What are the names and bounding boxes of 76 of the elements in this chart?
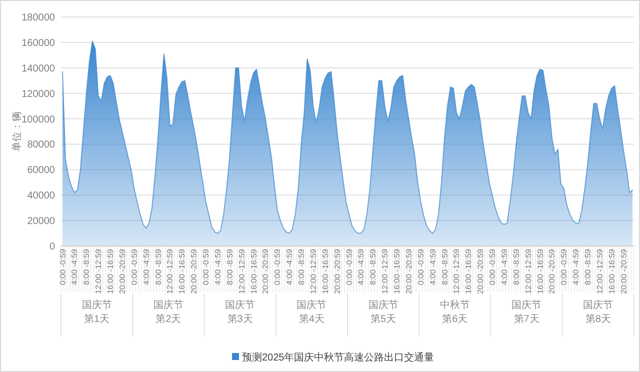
text: 国庆节 — [82, 299, 112, 311]
y-axis-title: 单位：辆 — [11, 112, 23, 152]
text: 国庆节 — [153, 299, 184, 311]
y-tick-label: 140000 — [22, 63, 56, 74]
x-tick-label: 16:00 -16:59 — [607, 248, 616, 294]
text: 第1天 — [84, 313, 110, 325]
text: 第6天 — [442, 313, 468, 325]
x-tick-label: 8:00 -8:59 — [297, 248, 306, 286]
text: 第4天 — [298, 313, 324, 325]
x-tick-label: 16:00 -16:59 — [464, 248, 474, 294]
x-tick-label: 0:00 -0:59 — [202, 248, 211, 286]
x-tick-label: 0:00 -0:59 — [560, 248, 569, 286]
x-tick-label: 4:00 -4:59 — [356, 248, 366, 286]
x-tick-label: 4:00 -4:59 — [213, 248, 222, 286]
x-tick-label: 12:00 -12:59 — [452, 248, 462, 294]
x-tick-label: 16:00 -16:59 — [320, 248, 330, 294]
y-tick-label: 80000 — [27, 140, 56, 151]
x-tick-label: 0:00 -0:59 — [273, 248, 282, 286]
x-tick-label: 20:00 -20:59 — [548, 248, 557, 294]
x-tick-label: 20:00 -20:59 — [404, 248, 414, 294]
x-tick-label: 0:00 -0:59 — [130, 248, 139, 286]
x-tick-label: 8:00 -8:59 — [368, 248, 378, 286]
x-tick-label: 8:00 -8:59 — [440, 248, 450, 286]
x-tick-label: 12:00 -12:59 — [595, 248, 604, 294]
y-tick-label: 180000 — [22, 12, 56, 24]
x-tick-label: 4:00 -4:59 — [500, 248, 509, 286]
x-tick-label: 12:00 -12:59 — [380, 248, 390, 294]
legend-label: 预测2025年国庆中秋节高速公路出口交通量 — [242, 352, 434, 364]
x-tick-label: 16:00 -16:59 — [178, 248, 187, 294]
text: 第2天 — [156, 313, 182, 325]
y-tick-label: 60000 — [27, 165, 56, 176]
x-tick-label: 20:00 -20:59 — [476, 248, 486, 294]
text: 第7天 — [514, 313, 540, 325]
x-tick-label: 12:00 -12:59 — [524, 248, 533, 294]
y-tick-label: 160000 — [22, 38, 56, 49]
x-tick-label: 4:00 -4:59 — [285, 248, 294, 286]
text: 国庆节 — [296, 299, 327, 311]
text: 第3天 — [227, 313, 253, 325]
x-tick-label: 0:00 -0:59 — [416, 248, 426, 286]
x-tick-label: 12:00 -12:59 — [308, 248, 318, 294]
x-tick-label: 8:00 -8:59 — [512, 248, 521, 286]
text: 中秋节 — [440, 299, 470, 311]
y-tick-label: 40000 — [27, 190, 56, 202]
x-tick-label: 16:00 -16:59 — [536, 248, 545, 294]
x-tick-label: 4:00 -4:59 — [572, 248, 581, 286]
text: 国庆节 — [512, 299, 542, 311]
y-tick-label: 0 — [49, 242, 56, 252]
x-tick-label: 12:00 -12:59 — [166, 248, 175, 294]
x-tick-label: 8:00 -8:59 — [154, 248, 163, 286]
x-tick-label: 20:00 -20:59 — [261, 248, 270, 294]
x-tick-label: 4:00 -4:59 — [428, 248, 438, 286]
x-tick-label: 12:00 -12:59 — [94, 248, 104, 294]
x-tick-label: 16:00 -16:59 — [392, 248, 402, 294]
x-tick-label: 0:00 -0:59 — [488, 248, 498, 286]
x-tick-label: 4:00 -4:59 — [70, 248, 80, 286]
x-tick-label: 0:00 -0:59 — [344, 248, 354, 286]
x-tick-label: 20:00 -20:59 — [619, 248, 628, 294]
text: 第5天 — [370, 313, 396, 325]
x-tick-label: 12:00 -12:59 — [237, 248, 246, 294]
y-tick-label: 100000 — [22, 114, 56, 126]
y-tick-label: 20000 — [27, 216, 56, 228]
x-tick-label: 8:00 -8:59 — [82, 248, 92, 286]
x-tick-label: 0:00 -0:59 — [58, 248, 68, 286]
x-tick-label: 20:00 -20:59 — [332, 248, 342, 294]
y-tick-label: 120000 — [22, 88, 56, 100]
x-tick-label: 16:00 -16:59 — [249, 248, 258, 294]
text: 国庆节 — [368, 299, 398, 311]
x-tick-label: 20:00 -20:59 — [190, 248, 199, 294]
text: 国庆节 — [225, 299, 256, 311]
x-tick-label: 4:00 -4:59 — [142, 248, 151, 286]
x-tick-label: 20:00 -20:59 — [118, 248, 127, 294]
x-tick-label: 8:00 -8:59 — [225, 248, 234, 286]
x-tick-label: 8:00 -8:59 — [584, 248, 593, 286]
x-tick-label: 16:00 -16:59 — [106, 248, 116, 294]
text: 国庆节 — [583, 299, 614, 311]
text: 第8天 — [585, 313, 611, 325]
